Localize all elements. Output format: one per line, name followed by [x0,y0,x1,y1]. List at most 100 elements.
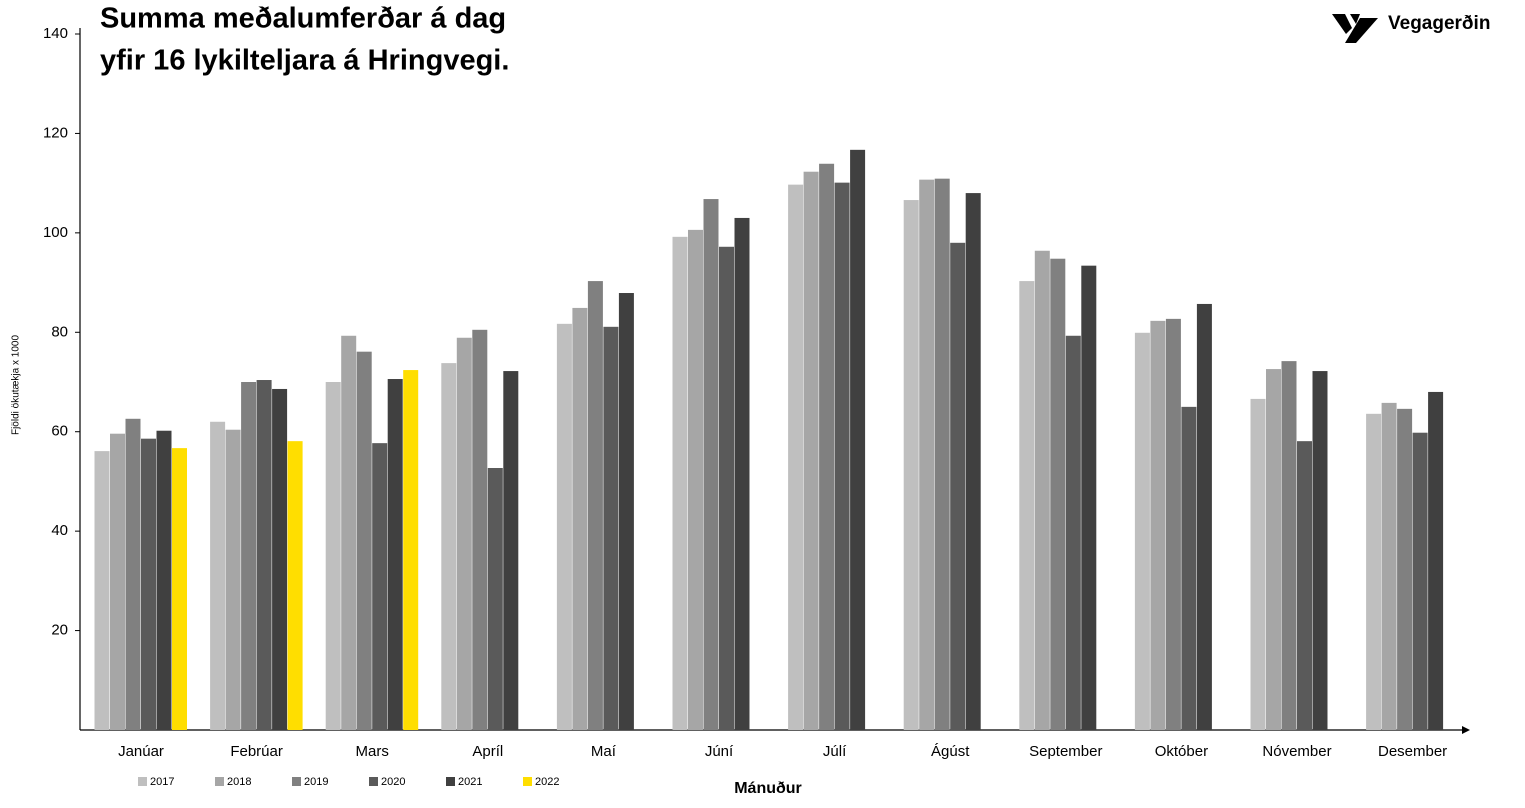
bar [603,326,619,730]
bar [1266,369,1281,730]
legend-swatch [292,777,301,786]
bar [94,451,110,730]
y-tick-label: 40 [51,522,68,539]
legend-label: 2019 [304,776,328,788]
bar [241,382,257,730]
x-tick-label: Apríl [472,743,503,760]
legend-label: 2017 [150,776,174,788]
bar [1366,413,1382,730]
bar [850,149,866,730]
bar [356,351,372,730]
bar [688,229,703,731]
bar [403,370,419,730]
bar [325,382,341,730]
bar [472,329,488,730]
bar [834,182,850,730]
bar [1019,281,1035,730]
bar [919,179,935,731]
legend-swatch [215,777,224,786]
bar [1034,250,1050,731]
legend-label: 2020 [381,776,405,788]
bar [1081,265,1097,730]
bar [172,448,187,730]
bar [225,429,241,730]
y-tick-label: 120 [43,124,68,141]
bar [1065,335,1081,730]
logo-icon [1332,14,1378,43]
bar [156,430,172,730]
bar [487,468,503,730]
logo-text: Vegagerðin [1388,13,1490,34]
bar [819,163,835,731]
y-tick-label: 60 [51,423,68,440]
bar [1397,408,1413,730]
legend-swatch [446,777,455,786]
bar [125,418,141,730]
bar [1050,258,1066,730]
legend-label: 2022 [535,776,559,788]
bar [803,171,819,731]
bar [1250,398,1266,730]
chart-title: yfir 16 lykilteljara á Hringvegi. [100,45,509,77]
y-tick-label: 100 [43,224,68,241]
bar [556,323,572,730]
bar [1412,432,1428,730]
x-axis-arrow [1462,726,1470,734]
bar [587,281,603,730]
x-tick-label: Ágúst [931,743,970,760]
legend-swatch [138,777,147,786]
bar [1381,402,1397,730]
bar [1297,441,1312,730]
bar [903,200,919,730]
bar [1281,361,1297,730]
bar [1196,303,1212,730]
bar [141,438,156,730]
bar [256,380,272,730]
legend-label: 2018 [227,776,251,788]
bar [672,236,688,730]
bar [110,433,125,730]
x-tick-label: Desember [1378,743,1447,760]
y-tick-label: 80 [51,323,68,340]
bar [1134,332,1150,730]
bar [1181,406,1197,730]
x-tick-label: Mars [356,743,389,760]
legend-swatch [523,777,532,786]
bar [210,421,226,730]
bar [272,388,288,730]
bar [788,184,804,731]
legend-swatch [369,777,378,786]
x-tick-label: Febrúar [230,743,283,760]
y-tick-label: 140 [43,25,68,42]
bar [1150,320,1166,730]
bar [387,379,403,730]
bar [572,307,588,730]
bar [965,193,981,731]
bar [950,242,966,731]
bar [456,337,472,730]
bar [503,371,519,730]
x-tick-label: Júní [705,743,734,760]
bar [618,293,634,730]
bar [719,246,734,730]
x-tick-label: Nóvember [1262,743,1331,760]
bar [372,443,388,730]
x-tick-label: Október [1155,743,1208,760]
bar [934,178,950,730]
x-tick-label: Maí [591,743,617,760]
bar [441,363,457,730]
bar [734,217,750,730]
bar [1165,318,1181,730]
bar [341,335,357,730]
x-tick-label: September [1029,743,1102,760]
x-tick-label: Janúar [118,743,164,760]
bar [1312,371,1328,730]
x-axis-label: Mánuður [734,780,802,797]
legend-label: 2021 [458,776,482,788]
bar [287,441,303,730]
y-tick-label: 20 [51,622,68,639]
y-axis-label: Fjöldi ökutækja x 1000 [11,335,22,435]
bar [703,199,719,731]
